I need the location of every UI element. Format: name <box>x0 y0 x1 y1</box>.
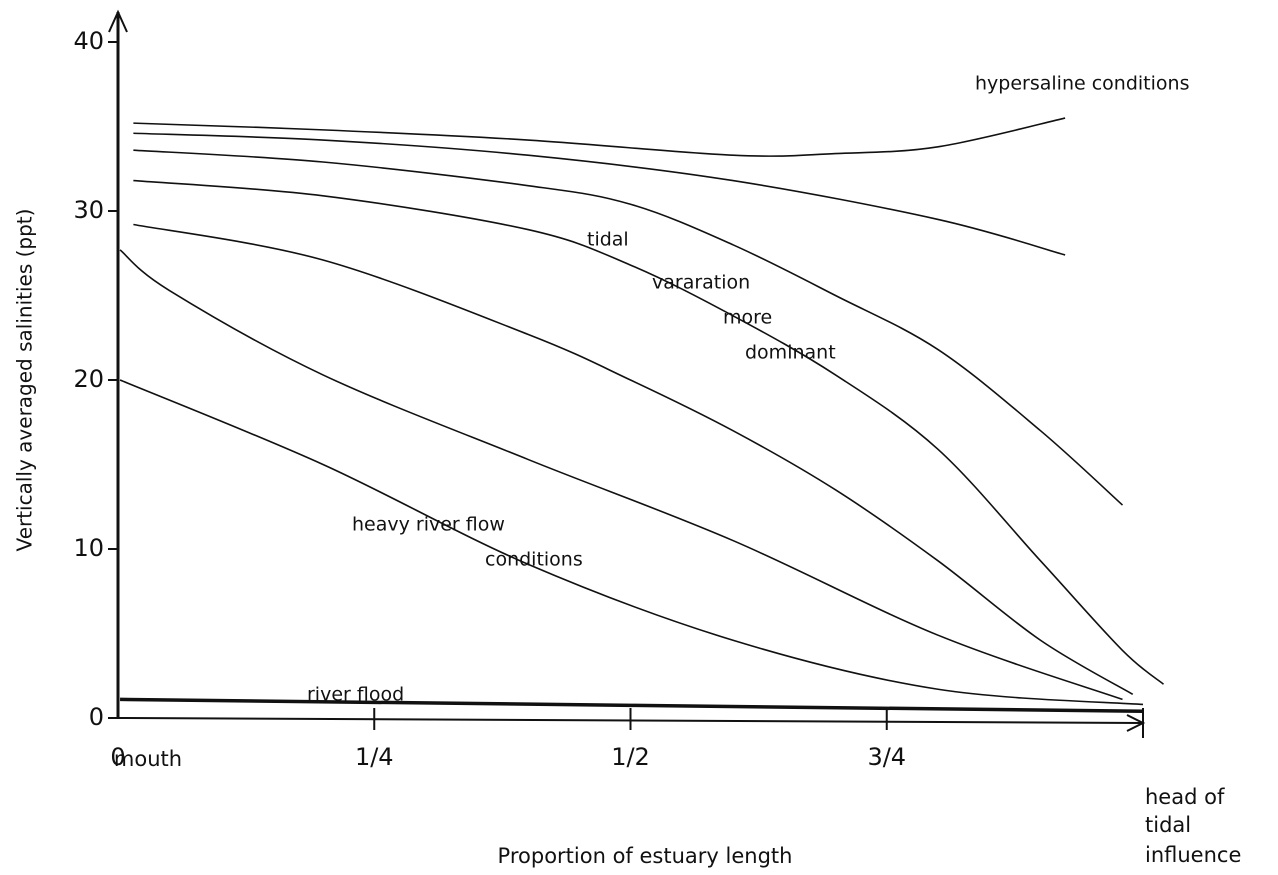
y-tick-label: 0 <box>89 703 104 731</box>
y-tick-label: 20 <box>73 365 104 393</box>
annotation: vararation <box>652 272 750 294</box>
x-tick-label: 1/4 <box>355 743 394 771</box>
salinity-line <box>120 697 1144 713</box>
y-axis-arrow <box>108 9 128 33</box>
salinity-line <box>133 223 1134 696</box>
annotation: more <box>723 307 772 329</box>
annotation: conditions <box>485 549 583 571</box>
x-tick-label: 3/4 <box>867 743 906 771</box>
annotation: mouth <box>114 747 182 771</box>
salinity-line <box>119 249 1123 701</box>
y-tick-label: 40 <box>73 27 104 55</box>
annotation: head of <box>1145 785 1225 809</box>
annotation: influence <box>1145 843 1241 867</box>
annotation: tidal <box>587 229 629 251</box>
y-axis-label: Vertically averaged salinities (ppt) <box>13 209 37 552</box>
annotation: hypersaline conditions <box>975 73 1189 95</box>
x-axis-label: Proportion of estuary length <box>498 844 793 868</box>
salinity-line <box>133 179 1165 685</box>
annotation: river flood <box>307 684 404 706</box>
annotation: tidal <box>1145 813 1191 837</box>
y-tick-label: 10 <box>73 534 104 562</box>
annotation: dominant <box>745 342 836 364</box>
y-tick-label: 30 <box>73 196 104 224</box>
salinity-line <box>133 149 1124 506</box>
x-tick-label: 0 <box>110 743 125 771</box>
salinity-line <box>133 117 1066 157</box>
salinity-line <box>133 132 1066 256</box>
x-tick-label: 1/2 <box>611 743 650 771</box>
annotation: heavy river flow <box>352 514 505 536</box>
salinity-line <box>119 379 1144 706</box>
